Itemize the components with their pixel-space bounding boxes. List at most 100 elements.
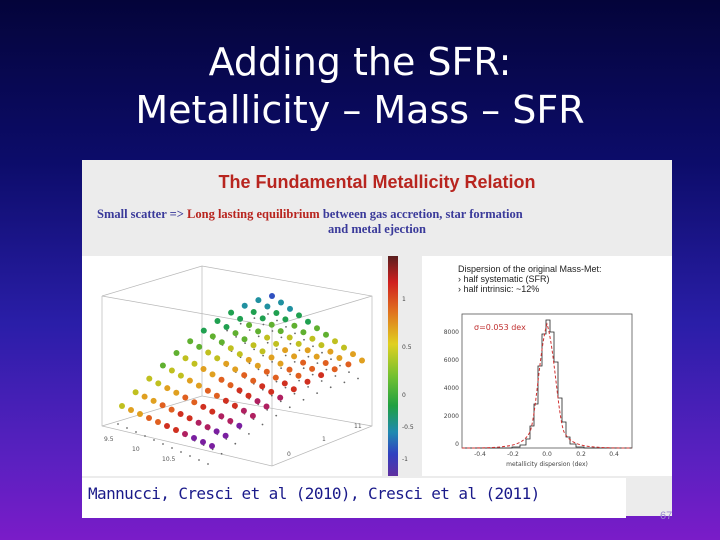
projection-dot bbox=[257, 368, 260, 371]
axis-tick: 11 bbox=[354, 423, 362, 430]
surface-dot bbox=[282, 316, 289, 323]
surface-dot bbox=[264, 334, 271, 341]
surface-dot bbox=[186, 377, 193, 384]
projection-dot bbox=[348, 371, 350, 373]
surface-dot bbox=[331, 366, 338, 373]
projection-dot bbox=[253, 348, 256, 351]
hist-fit-curve bbox=[461, 322, 633, 449]
hist-xtick: -0.2 bbox=[507, 451, 519, 458]
projection-dot bbox=[248, 433, 250, 435]
hist-xlabel: metallicity dispersion (dex) bbox=[506, 461, 588, 468]
surface-dot bbox=[209, 408, 216, 415]
surface-dot bbox=[336, 355, 343, 361]
surface-dot bbox=[255, 328, 262, 335]
surface-dot bbox=[204, 387, 211, 394]
projection-dot bbox=[144, 435, 146, 437]
projection-dot bbox=[153, 439, 155, 441]
projection-dot bbox=[226, 329, 229, 332]
surface-dot bbox=[200, 403, 207, 410]
projection-dot bbox=[257, 335, 260, 338]
surface-dot bbox=[196, 343, 203, 350]
surface-dot bbox=[250, 342, 257, 349]
surface-dot bbox=[282, 347, 289, 354]
projection-dot bbox=[284, 386, 287, 389]
slide-title: Adding the SFR: Metallicity – Mass – SFR bbox=[0, 38, 720, 134]
surface-dot bbox=[177, 372, 184, 379]
hist-ytick: 2000 bbox=[444, 413, 459, 420]
surface-dot bbox=[259, 315, 266, 322]
surface-dot bbox=[191, 435, 197, 441]
dispersion-text: Dispersion of the original Mass-Met: › h… bbox=[458, 264, 602, 294]
projection-dot bbox=[262, 323, 265, 326]
surface-dot bbox=[241, 302, 248, 309]
surface-dot bbox=[214, 355, 221, 362]
dispersion-line1: Dispersion of the original Mass-Met: bbox=[458, 264, 602, 274]
surface-dot bbox=[204, 424, 211, 431]
surface-dot bbox=[214, 318, 221, 324]
surface-dot bbox=[241, 372, 248, 379]
surface-dot bbox=[322, 360, 329, 366]
projection-dot bbox=[303, 338, 305, 341]
surface-dot bbox=[228, 309, 235, 316]
projection-dot bbox=[302, 367, 305, 370]
surface-dot bbox=[304, 347, 311, 354]
colorbar-tick: -1 bbox=[402, 456, 408, 463]
projection-dot bbox=[289, 373, 291, 376]
surface-dot bbox=[273, 340, 280, 347]
figure-heading: The Fundamental Metallicity Relation bbox=[218, 172, 536, 192]
projection-dot bbox=[329, 386, 332, 389]
surface-dot bbox=[272, 374, 279, 381]
projection-dot bbox=[357, 377, 359, 380]
surface-dot bbox=[232, 366, 239, 373]
projection-dot bbox=[207, 463, 209, 465]
projection-dot bbox=[271, 361, 273, 363]
projection-dot bbox=[271, 330, 274, 332]
surface-dot bbox=[341, 344, 347, 351]
surface-dot bbox=[313, 353, 320, 360]
surface-dot bbox=[250, 377, 257, 384]
surface-dot bbox=[182, 394, 189, 401]
surface-dot bbox=[268, 354, 275, 361]
surface-dot bbox=[254, 398, 261, 405]
surface-dot bbox=[132, 389, 139, 396]
projection-dot bbox=[312, 345, 314, 348]
projection-dot bbox=[285, 326, 287, 328]
subtitle-line2: and metal ejection bbox=[328, 222, 426, 236]
projection-dot bbox=[171, 447, 173, 449]
surface-dot bbox=[205, 349, 212, 356]
projection-dot bbox=[234, 442, 237, 445]
surface-dot bbox=[200, 327, 207, 334]
surface-dot bbox=[281, 380, 288, 387]
sigma-label: σ=0.053 dex bbox=[474, 323, 526, 332]
surface-dot bbox=[218, 413, 225, 420]
surface-dot bbox=[195, 419, 202, 426]
surface-dot bbox=[264, 303, 271, 310]
projection-dot bbox=[270, 394, 273, 397]
subtitle-rest: between gas accretion, star formation bbox=[319, 207, 523, 221]
surface-dot bbox=[245, 356, 252, 363]
surface-dot bbox=[291, 353, 298, 360]
projection-dot bbox=[266, 341, 269, 344]
surface-dot bbox=[227, 345, 234, 352]
projection-dot bbox=[189, 455, 191, 457]
dispersion-line3: › half intrinsic: ~12% bbox=[458, 284, 540, 294]
projection-dot bbox=[135, 431, 137, 433]
dispersion-panel: Dispersion of the original Mass-Met: › h… bbox=[422, 256, 672, 476]
projection-dot bbox=[307, 386, 309, 388]
colorbar-tick: 0 bbox=[402, 392, 406, 399]
surface-dot bbox=[168, 406, 175, 413]
projection-dot bbox=[311, 373, 314, 376]
surface-dot bbox=[191, 399, 198, 406]
surface-dot bbox=[159, 362, 166, 369]
surface-dot bbox=[259, 383, 266, 390]
projection-dot bbox=[334, 375, 337, 377]
projection-dot bbox=[302, 398, 305, 401]
surface-dot bbox=[277, 394, 284, 401]
projection-dot bbox=[325, 368, 328, 371]
projection-dot bbox=[288, 406, 291, 409]
surface-dot bbox=[209, 371, 216, 378]
hist-xtick: 0.2 bbox=[576, 451, 586, 458]
projection-dot bbox=[284, 354, 287, 357]
surface-dot bbox=[232, 330, 239, 337]
surface-dot bbox=[164, 423, 170, 429]
